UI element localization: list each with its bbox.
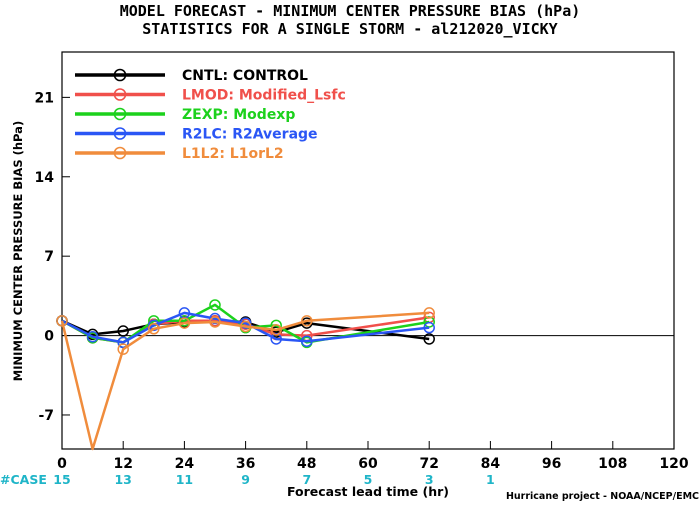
case-count: 9 [241, 472, 250, 487]
series-point [117, 325, 129, 337]
y-tick-label: 7 [44, 249, 54, 265]
plot-area [61, 51, 675, 450]
legend-entry-2: ZEXP: Modexp [75, 107, 295, 123]
series-point [239, 317, 252, 329]
legend-swatch-marker [113, 107, 127, 121]
x-tick-label: 96 [542, 456, 561, 472]
y-tick-label: -7 [38, 408, 54, 424]
series-point [209, 316, 221, 328]
series-point [423, 316, 435, 328]
series-point [209, 299, 221, 311]
series-point [301, 335, 313, 347]
series-point [148, 323, 160, 335]
series-layer [56, 299, 435, 451]
legend-entry-3: R2LC: R2Average [75, 127, 318, 143]
x-tick-label: 120 [659, 456, 688, 472]
series-point [148, 319, 160, 332]
legend-label: ZEXP: Modexp [182, 107, 295, 123]
legend-swatch-marker [113, 88, 127, 101]
legend-swatch-marker [113, 127, 127, 140]
series-point [270, 333, 282, 345]
legend-label: L1L2: L1orL2 [182, 146, 284, 162]
x-tick-label: 60 [358, 456, 378, 472]
series-point [178, 317, 191, 329]
series-point [301, 315, 313, 327]
series-point [270, 324, 282, 336]
x-axis-label: Forecast lead time (hr) [287, 484, 449, 499]
x-tick-label: 84 [481, 456, 501, 472]
series-4 [56, 307, 435, 451]
case-count: 13 [114, 472, 131, 487]
x-tick-label: 36 [236, 456, 255, 472]
x-tick-label: 48 [297, 456, 316, 472]
case-count: 7 [302, 472, 311, 487]
series-point [423, 333, 435, 345]
legend-swatch-marker [113, 146, 127, 160]
x-tick-label: 12 [113, 456, 132, 472]
y-tick-label: 21 [35, 90, 54, 106]
legend-label: LMOD: Modified_Lsfc [182, 88, 346, 104]
case-label: #CASE [0, 472, 47, 487]
legend-label: CNTL: CONTROL [182, 68, 308, 84]
series-line [60, 311, 430, 451]
legend-entry-4: L1L2: L1orL2 [75, 146, 284, 162]
legend-entry-1: LMOD: Modified_Lsfc [75, 88, 346, 104]
chart-title-line2: STATISTICS FOR A SINGLE STORM - al212020… [142, 20, 557, 38]
y-axis-label: MINIMUM CENTER PRESSURE BIAS (hPa) [11, 121, 25, 381]
case-count: 15 [53, 472, 70, 487]
chart-title-line1: MODEL FORECAST - MINIMUM CENTER PRESSURE… [120, 2, 581, 20]
legend: CNTL: CONTROL LMOD: Modified_Lsfc ZEXP: Mo… [75, 68, 346, 162]
series-point [117, 336, 129, 349]
series-point [117, 343, 129, 355]
legend-entry-0: CNTL: CONTROL [75, 68, 308, 84]
y-tick-label: 0 [44, 329, 54, 345]
case-count: 5 [364, 472, 373, 487]
series-point [209, 312, 221, 325]
case-count: 3 [425, 472, 434, 487]
series-point [423, 321, 435, 334]
series-point [423, 307, 435, 319]
x-tick-label: 108 [598, 456, 627, 472]
credit-text: Hurricane project - NOAA/NCEP/EMC [506, 491, 699, 502]
legend-label: R2LC: R2Average [182, 127, 318, 143]
plot-frame [61, 51, 675, 450]
legend-swatch-marker [113, 68, 127, 82]
series-point [56, 315, 68, 327]
series-point [86, 330, 99, 343]
y-tick-label: 14 [35, 170, 55, 186]
case-count: 11 [176, 472, 193, 487]
case-count-row: 15 13 11 9 7 5 3 1 [53, 472, 494, 487]
series-line [61, 311, 430, 344]
case-count: 1 [486, 472, 495, 487]
axis-ticks: 0 12 24 36 48 60 72 84 96 108 120 -7 0 7 14 21 [35, 90, 689, 472]
x-tick-label: 0 [57, 456, 67, 472]
series-point [239, 320, 252, 333]
x-tick-label: 72 [419, 456, 438, 472]
x-tick-label: 24 [175, 456, 195, 472]
